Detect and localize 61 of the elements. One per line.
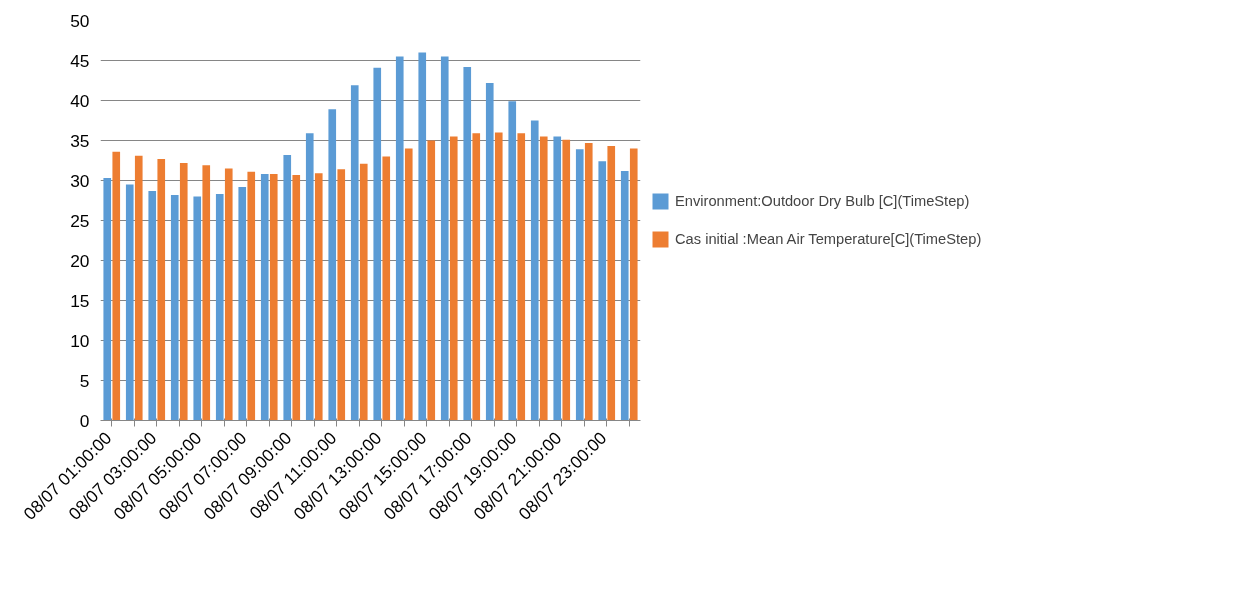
y-tick-label: 15 <box>70 290 90 311</box>
legend-label: Environment:Outdoor Dry Bulb [C](TimeStep) <box>675 193 970 209</box>
bar <box>112 151 121 421</box>
y-tick-label: 40 <box>70 90 90 111</box>
bar <box>575 149 584 421</box>
y-tick-label: 50 <box>70 10 90 31</box>
bar <box>292 174 301 421</box>
bar <box>103 178 112 421</box>
bar <box>269 174 278 421</box>
bar <box>359 163 368 421</box>
y-tick-label: 10 <box>70 330 90 351</box>
bar <box>238 186 247 421</box>
bar <box>508 101 517 421</box>
bar <box>427 140 436 421</box>
bar <box>337 169 346 421</box>
bar <box>395 56 404 421</box>
bar <box>260 174 269 421</box>
bar <box>418 52 427 421</box>
bar <box>215 194 224 421</box>
bar <box>247 171 256 421</box>
bar <box>485 82 494 421</box>
bar <box>157 158 166 421</box>
bar <box>350 85 359 421</box>
bar <box>314 173 323 421</box>
bar <box>598 161 607 421</box>
bar <box>382 156 391 421</box>
bar <box>148 190 157 421</box>
y-tick-label: 20 <box>70 250 90 271</box>
y-tick-label: 25 <box>70 210 90 231</box>
bar <box>193 196 202 421</box>
bar <box>224 168 233 421</box>
bar <box>562 139 571 421</box>
bar <box>472 133 481 421</box>
y-tick-label: 0 <box>79 410 90 431</box>
y-tick-label: 30 <box>70 170 90 191</box>
legend-label: Cas initial :Mean Air Temperature[C](TimeStep) <box>675 231 982 247</box>
bar <box>404 148 413 421</box>
bar <box>539 136 548 421</box>
bar <box>440 56 449 421</box>
bar <box>283 154 292 421</box>
bar <box>202 165 211 421</box>
bar <box>449 136 458 421</box>
bar <box>134 155 143 421</box>
y-tick-label: 5 <box>79 370 90 391</box>
bar <box>553 136 562 421</box>
bar <box>125 184 134 421</box>
bar <box>463 66 472 421</box>
bar <box>373 67 382 421</box>
bar <box>328 109 337 421</box>
bar <box>179 162 188 421</box>
y-tick-label: 45 <box>70 50 90 71</box>
bar <box>584 142 593 421</box>
bar <box>607 146 616 421</box>
y-tick-label: 35 <box>70 130 90 151</box>
bar <box>305 133 314 421</box>
bar <box>629 148 638 421</box>
bar <box>170 194 179 421</box>
bar <box>517 133 526 421</box>
bar <box>494 132 503 421</box>
bar <box>620 170 629 421</box>
bar <box>530 120 539 421</box>
